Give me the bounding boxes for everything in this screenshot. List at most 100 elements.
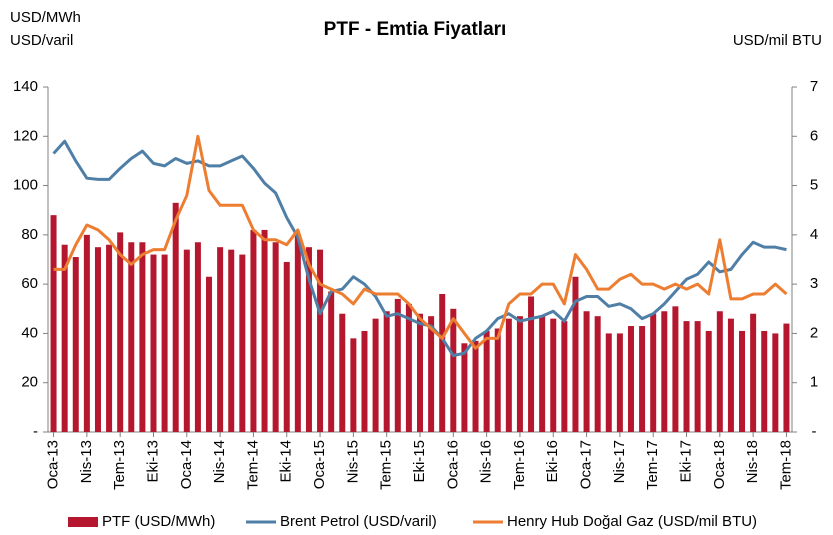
x-tick-label: Eki-15 <box>411 440 428 483</box>
x-tick-label: Oca-14 <box>178 440 195 489</box>
bar <box>350 338 357 432</box>
bar <box>250 229 257 432</box>
x-tick-label: Tem-16 <box>511 440 528 490</box>
bar <box>783 323 790 432</box>
bar <box>727 318 734 432</box>
x-tick-label: Nis-16 <box>478 440 495 483</box>
bar <box>228 249 235 432</box>
legend-label: Brent Petrol (USD/varil) <box>280 513 437 530</box>
bar <box>106 244 113 432</box>
y2-tick-label: 7 <box>810 78 818 95</box>
bar <box>650 313 657 432</box>
bar <box>672 306 679 432</box>
y2-tick-label: 2 <box>810 324 818 341</box>
bar <box>150 254 157 432</box>
bar <box>572 276 579 432</box>
bar <box>583 311 590 432</box>
y-tick-label: 60 <box>21 275 38 292</box>
bar <box>294 234 301 432</box>
line <box>53 134 788 350</box>
bar <box>372 318 379 432</box>
x-tick-label: Nis-15 <box>344 440 361 483</box>
bar <box>61 244 68 432</box>
bar <box>561 321 568 432</box>
bar <box>439 294 446 432</box>
x-tick-label: Tem-17 <box>644 440 661 490</box>
y2-tick-label: 3 <box>810 275 818 292</box>
y-axis-label: USD/MWh <box>10 9 81 26</box>
x-tick-label: Eki-17 <box>677 440 694 483</box>
bar <box>139 242 146 432</box>
x-tick-label: Eki-16 <box>544 440 561 483</box>
bar <box>705 330 712 432</box>
x-tick-label: Nis-14 <box>211 440 228 483</box>
bar <box>739 330 746 432</box>
y-tick-label: 20 <box>21 374 38 391</box>
y-tick-label: 80 <box>21 226 38 243</box>
x-tick-label: Tem-13 <box>111 440 128 490</box>
x-tick-label: Oca-17 <box>578 440 595 489</box>
y2-tick-label: 1 <box>810 374 818 391</box>
bar <box>217 247 224 432</box>
bar <box>772 333 779 432</box>
y-tick-label: 40 <box>21 324 38 341</box>
bar <box>283 261 290 432</box>
legend-label: PTF (USD/MWh) <box>102 513 215 530</box>
bar <box>639 326 646 432</box>
bar <box>761 330 768 432</box>
bar <box>305 247 312 432</box>
bar <box>750 313 757 432</box>
bar <box>694 321 701 432</box>
legend-swatch <box>68 517 98 527</box>
line <box>52 139 787 358</box>
x-tick-label: Nis-13 <box>78 440 95 483</box>
bar <box>683 321 690 432</box>
y2-tick-label: 6 <box>810 127 818 144</box>
y2-tick-label: - <box>812 423 817 440</box>
bar <box>417 313 423 432</box>
bar <box>328 291 335 432</box>
chart-title: PTF - Emtia Fiyatları <box>324 19 507 40</box>
bar <box>383 311 390 432</box>
y-axis-label: USD/varil <box>10 32 73 49</box>
x-tick-label: Oca-15 <box>311 440 328 489</box>
bar <box>239 254 246 432</box>
bar <box>361 330 368 432</box>
bar <box>616 333 623 432</box>
bar <box>550 318 557 432</box>
bar <box>461 343 468 432</box>
bar <box>472 340 479 432</box>
x-tick-label: Nis-17 <box>611 440 628 483</box>
bar <box>183 249 190 432</box>
bar <box>716 311 723 432</box>
bar <box>494 328 501 432</box>
bar <box>94 247 101 432</box>
y-tick-label: 120 <box>13 127 38 144</box>
x-tick-label: Eki-13 <box>144 440 161 483</box>
bar <box>505 318 512 432</box>
bar <box>206 276 213 432</box>
bar <box>483 330 490 432</box>
bar <box>317 249 324 432</box>
x-tick-label: Oca-16 <box>444 440 461 489</box>
bar <box>194 242 201 432</box>
x-tick-label: Nis-18 <box>744 440 761 483</box>
x-tick-label: Eki-14 <box>278 440 295 483</box>
y2-axis-label: USD/mil BTU <box>733 32 822 49</box>
bar <box>528 296 535 432</box>
bar <box>83 234 90 432</box>
y2-tick-label: 5 <box>810 177 818 194</box>
bar <box>394 298 401 432</box>
bar <box>172 202 179 432</box>
bar <box>405 303 412 432</box>
bar <box>50 215 57 432</box>
bar <box>539 316 546 432</box>
y-tick-label: - <box>33 423 38 440</box>
bar <box>72 257 79 432</box>
bar <box>272 242 279 432</box>
legend-label: Henry Hub Doğal Gaz (USD/mil BTU) <box>507 513 757 530</box>
bar <box>128 242 135 432</box>
x-tick-label: Tem-18 <box>777 440 794 490</box>
bar <box>594 316 601 432</box>
